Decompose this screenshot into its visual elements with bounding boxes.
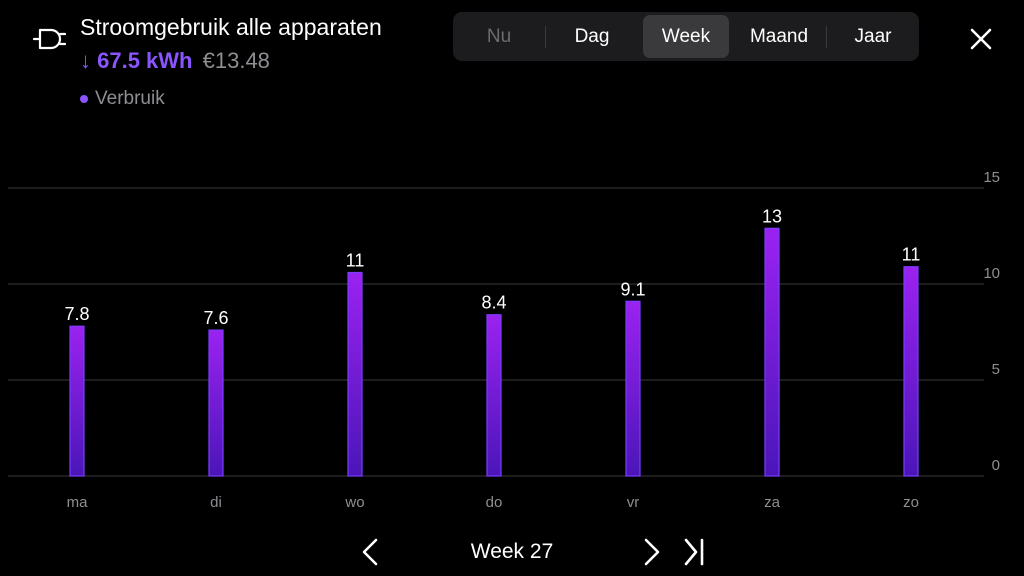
y-tick-label: 5 (992, 361, 1000, 378)
legend-dot (80, 95, 88, 103)
bar-chart: 0 5 10 15 7.8 ma 7.6 di 11 wo 8.4 do 9.1 vr 13 za 11 zo (8, 169, 1000, 511)
legend: Verbruik (80, 88, 165, 110)
legend-label: Verbruik (95, 88, 165, 109)
bar-zo[interactable] (903, 266, 919, 477)
tab-week[interactable]: Week (643, 15, 729, 58)
bar-wo[interactable] (347, 271, 363, 477)
tab-jaar[interactable]: Jaar (854, 26, 892, 47)
bar-ma[interactable] (69, 325, 85, 477)
x-tick-label: vr (627, 494, 640, 511)
chevron-right-icon[interactable] (634, 532, 670, 572)
x-tick-label: zo (903, 494, 919, 511)
total-cost: €13.48 (202, 48, 270, 73)
usage-summary: ↓ 67.5 kWh €13.48 (80, 48, 270, 74)
data-label: 7.6 (203, 308, 228, 328)
close-icon[interactable] (962, 20, 1000, 58)
period-selector: Nu Dag Week Maand Jaar (453, 12, 919, 61)
chevron-left-icon[interactable] (354, 532, 390, 572)
data-label: 9.1 (620, 279, 645, 299)
header: Stroomgebruik alle apparaten ↓ 67.5 kWh … (0, 0, 1024, 120)
tab-dag[interactable]: Dag (574, 26, 610, 47)
y-tick-label: 0 (992, 457, 1000, 474)
x-tick-label: ma (67, 494, 88, 511)
x-tick-label: wo (344, 494, 364, 511)
y-tick-label: 15 (983, 169, 1000, 186)
arrow-down-icon: ↓ (80, 48, 91, 73)
tab-nu[interactable]: Nu (486, 26, 512, 47)
tab-maand[interactable]: Maand (749, 26, 809, 47)
data-label: 13 (762, 206, 782, 226)
bar-do[interactable] (486, 314, 502, 477)
data-label: 7.8 (64, 304, 89, 324)
bar-di[interactable] (208, 329, 224, 477)
x-tick-label: do (486, 494, 503, 511)
tab-divider (826, 26, 827, 48)
plug-icon (32, 28, 66, 50)
week-navigator: Week 27 (0, 528, 1024, 576)
bar-vr[interactable] (625, 300, 641, 477)
page-title: Stroomgebruik alle apparaten (80, 14, 382, 40)
x-tick-label: di (210, 494, 222, 511)
total-energy: 67.5 kWh (97, 48, 193, 73)
x-tick-label: za (764, 494, 781, 511)
data-label: 8.4 (481, 293, 506, 313)
week-label: Week 27 (470, 540, 554, 563)
skip-to-end-icon[interactable] (676, 532, 712, 572)
tab-divider (545, 26, 546, 48)
y-tick-label: 10 (983, 265, 1000, 282)
bar-za[interactable] (764, 227, 780, 477)
data-label: 11 (902, 245, 921, 265)
data-label: 11 (346, 250, 365, 270)
